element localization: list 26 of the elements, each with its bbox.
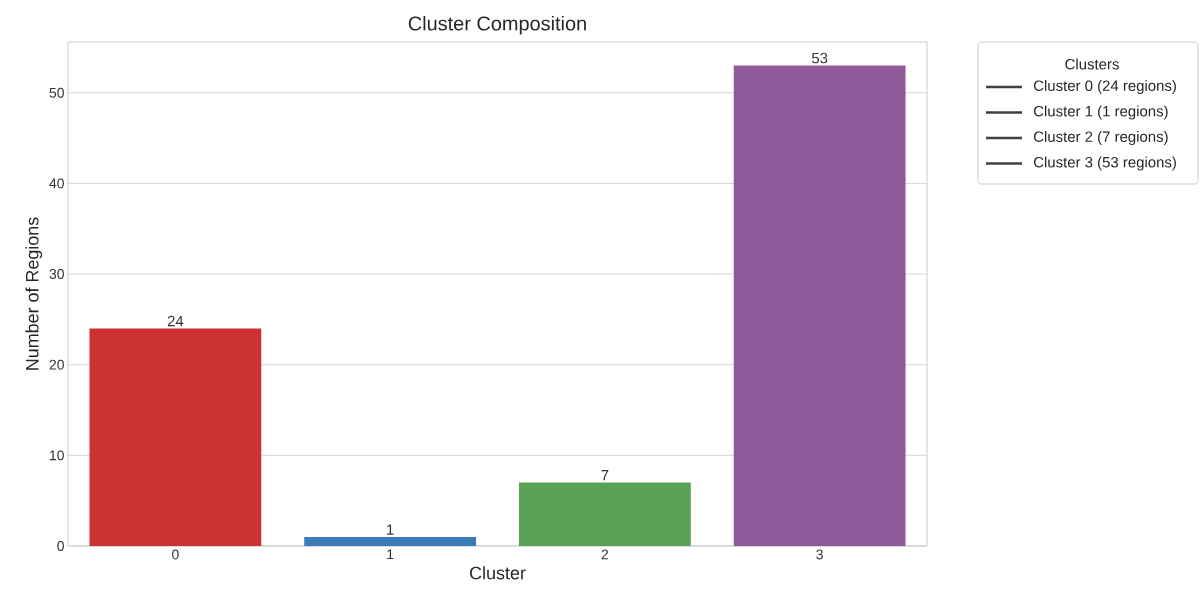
y-tick-label: 30	[49, 269, 64, 279]
text: Cluster 0 (24 regions)	[1033, 80, 1176, 94]
text: Cluster 3 (53 regions)	[1033, 156, 1176, 171]
y-axis-title: Number of Regions	[25, 217, 43, 370]
text: Cluster 2 (7 regions)	[1033, 131, 1168, 145]
data-label: 1	[387, 524, 394, 535]
data-label: 24	[167, 315, 184, 327]
x-tick-label: 0	[172, 549, 179, 560]
x-tick-label: 3	[816, 549, 823, 560]
y-tick-label: 40	[49, 178, 64, 189]
bar	[89, 328, 262, 546]
y-tick-label: 20	[49, 359, 64, 370]
bar	[518, 482, 691, 546]
y-tick-label: 0	[57, 541, 64, 551]
text: Cluster 1 (1 regions)	[1033, 105, 1168, 120]
y-tick-label: 50	[49, 87, 64, 98]
data-label: 7	[601, 470, 609, 481]
legend-title: Clusters	[1065, 58, 1119, 70]
bar	[733, 65, 906, 546]
chart-title: Cluster Composition	[408, 15, 586, 35]
bar	[304, 536, 477, 546]
x-tick-label: 2	[601, 549, 609, 560]
x-tick-label: 1	[387, 549, 394, 560]
y-tick-label: 10	[50, 450, 64, 461]
data-label: 53	[811, 52, 828, 64]
x-axis-title: Cluster	[470, 566, 526, 580]
